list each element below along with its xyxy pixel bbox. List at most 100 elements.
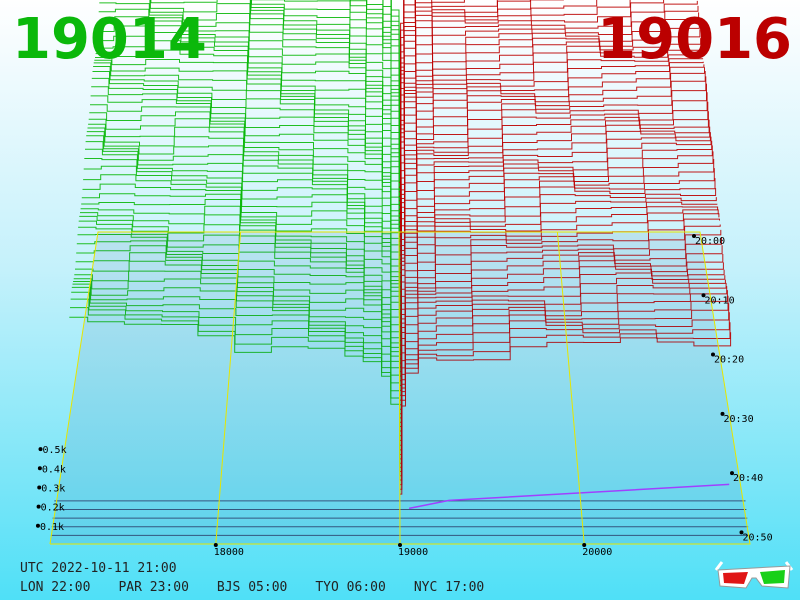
ask-depth-trace <box>399 201 718 401</box>
ask-depth-trace <box>399 0 598 252</box>
ask-depth-trace <box>399 140 713 364</box>
ask-depth-trace <box>399 279 726 460</box>
ask-depth-trace <box>399 197 717 396</box>
bid-depth-trace <box>366 0 400 228</box>
x-tick-label: 19000 <box>398 547 428 558</box>
ask-depth-trace <box>399 0 416 210</box>
time-tick-dot <box>739 530 744 535</box>
ask-depth-trace <box>399 126 711 351</box>
time-tick-dot <box>701 293 706 298</box>
ask-depth-trace <box>399 269 725 451</box>
ask-depth-trace <box>399 159 715 377</box>
ask-depth-trace <box>399 303 730 481</box>
utc-time: UTC 2022-10-11 21:00 <box>20 561 177 576</box>
x-grid-line <box>398 231 401 545</box>
ask-depth-trace <box>399 132 711 355</box>
bid-depth-trace <box>366 0 400 223</box>
y-tick-dot <box>38 447 43 452</box>
ask-depth-trace <box>399 76 707 323</box>
y-tick-dot <box>37 485 42 490</box>
ask-depth-trace <box>399 0 416 214</box>
y-tick-label: 0.3k <box>41 483 65 494</box>
x-tick-dot <box>213 543 218 547</box>
ask-depth-trace <box>399 71 706 319</box>
ask-depth-trace <box>399 58 704 302</box>
time-tick-label: 20:40 <box>733 473 763 484</box>
ask-depth-trace <box>399 224 721 423</box>
y-tick-dot <box>36 504 41 509</box>
ask-depth-trace <box>399 12 700 273</box>
time-tick-dot <box>720 411 725 416</box>
ask-depth-trace <box>399 286 728 468</box>
time-tick-label: 20:50 <box>743 532 773 543</box>
ask-depth-trace <box>399 0 698 265</box>
ask-depth-trace <box>399 5 699 269</box>
y-tick-dot <box>37 466 42 471</box>
ask-depth-trace <box>399 295 729 477</box>
ask-depth-trace <box>399 0 564 247</box>
x-grid-line <box>215 231 242 545</box>
y-tick-label: 0.4k <box>42 464 66 475</box>
ask-depth-trace <box>399 188 717 391</box>
ask-depth-trace <box>399 0 498 237</box>
ask-depth-trace <box>399 168 715 382</box>
time-tick-dot <box>711 352 715 357</box>
ask-depth-trace <box>399 0 465 232</box>
ask-depth-trace <box>399 64 705 311</box>
ask-depth-trace <box>400 332 732 495</box>
y-tick-label: 0.1k <box>40 522 64 533</box>
time-tick-dot <box>730 471 734 476</box>
ask-depth-trace <box>399 145 713 368</box>
ask-depth-trace <box>399 46 702 293</box>
ask-depth-trace <box>399 0 531 242</box>
bid-depth-trace <box>150 0 400 264</box>
time-zone-0: LON 22:00 <box>20 580 91 595</box>
x-tick-label: 18000 <box>214 547 244 558</box>
anaglyph-3d-glasses-icon[interactable] <box>714 558 794 592</box>
ask-depth-trace <box>399 38 702 288</box>
bid-depth-trace <box>382 0 400 218</box>
time-tick-dot <box>692 234 696 238</box>
ask-depth-trace <box>399 0 405 206</box>
y-tick-dot <box>35 523 40 528</box>
x-tick-dot <box>398 543 402 547</box>
ask-depth-trace <box>399 67 705 315</box>
ask-depth-trace <box>399 237 722 432</box>
y-tick-label: 0.5k <box>43 445 67 456</box>
ask-depth-trace <box>399 29 701 283</box>
time-zone-3: TYO 06:00 <box>315 580 386 595</box>
ask-depth-trace <box>399 0 631 256</box>
highlight-trace <box>408 483 730 510</box>
ask-depth-trace <box>399 136 712 360</box>
ask-depth-trace <box>399 151 714 373</box>
time-tick-label: 20:00 <box>695 236 725 247</box>
ask-depth-trace <box>399 206 719 406</box>
bid-depth-trace <box>390 0 400 205</box>
bid-depth-trace <box>390 0 400 209</box>
time-zones: LON 22:00 PAR 23:00 BJS 05:00 TYO 06:00 NYC … <box>20 580 484 595</box>
y-tick-label: 0.2k <box>41 503 65 514</box>
ask-depth-trace <box>399 83 707 327</box>
ask-depth-trace <box>399 0 416 223</box>
ask-depth-trace <box>399 178 716 386</box>
ask-depth-trace <box>399 53 703 297</box>
time-tick-label: 20:30 <box>724 414 754 425</box>
bid-depth-trace <box>86 131 401 368</box>
ask-depth-trace <box>399 229 722 427</box>
x-tick-label: 20000 <box>582 547 612 558</box>
x-grid-line <box>556 231 585 545</box>
time-tick-label: 20:10 <box>705 295 735 306</box>
ask-depth-trace <box>400 312 730 486</box>
ask-depth-trace <box>399 275 726 455</box>
time-tick-label: 20:20 <box>714 355 744 366</box>
grid-frame <box>49 231 751 545</box>
bid-depth-trace <box>390 0 400 192</box>
bid-depth-trace <box>69 316 401 495</box>
ask-depth-trace <box>399 20 700 278</box>
ask-depth-trace <box>399 0 416 219</box>
ask-depth-trace <box>399 0 433 228</box>
ask-depth-trace <box>399 218 720 419</box>
x-tick-dot <box>582 543 587 547</box>
time-zone-1: PAR 23:00 <box>118 580 189 595</box>
